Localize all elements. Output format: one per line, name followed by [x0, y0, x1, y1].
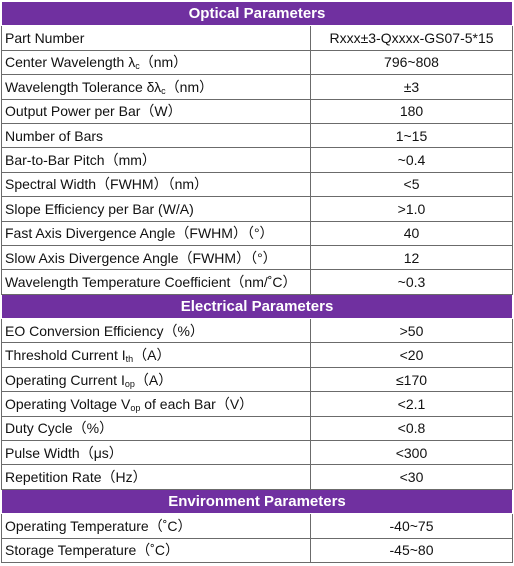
- param-label: Repetition Rate（Hz）: [1, 464, 311, 490]
- param-label: Wavelength Tolerance δλc（nm）: [1, 74, 311, 100]
- label-text: Operating Temperature（˚C）: [5, 517, 192, 534]
- label-text: of each Bar（V）: [140, 395, 254, 412]
- label-text: Spectral Width（FWHM）（nm）: [5, 176, 209, 193]
- param-value: <2.1: [310, 391, 513, 417]
- label-text: Pulse Width（μs）: [5, 444, 123, 461]
- section-title: Electrical Parameters: [1, 293, 513, 320]
- param-row: Pulse Width（μs） <300: [1, 440, 513, 466]
- label-subscript: c: [161, 85, 166, 96]
- label-text: EO Conversion Efficiency（%）: [5, 322, 204, 339]
- section-header-row: Optical Parameters: [1, 0, 513, 27]
- param-row: Fast Axis Divergence Angle（FWHM）（°） 40: [1, 220, 513, 246]
- param-value: ≤170: [310, 366, 513, 393]
- param-label: EO Conversion Efficiency（%）: [1, 318, 311, 344]
- param-label: Operating Voltage Vop of each Bar（V）: [1, 391, 311, 417]
- param-row: Operating Voltage Vop of each Bar（V） <2.1: [1, 391, 513, 417]
- param-row: Center Wavelength λc（nm） 796~808: [1, 49, 513, 76]
- label-text: Number of Bars: [5, 127, 104, 144]
- param-label: Output Power per Bar（W）: [1, 98, 311, 124]
- param-value: 796~808: [310, 49, 513, 76]
- param-row: Number of Bars 1~15: [1, 122, 513, 149]
- param-value: <20: [310, 342, 513, 368]
- label-text: Duty Cycle（%）: [5, 420, 114, 437]
- label-text: Repetition Rate（Hz）: [5, 469, 147, 486]
- param-value: 40: [310, 220, 513, 246]
- label-text: （nm）: [139, 54, 188, 71]
- param-value: 12: [310, 244, 513, 271]
- param-label: Slope Efficiency per Bar (W/A): [1, 196, 311, 222]
- param-row: Operating Current Iop（A） ≤170: [1, 366, 513, 393]
- label-text: Operating Voltage V: [5, 395, 131, 412]
- param-label: Duty Cycle（%）: [1, 415, 311, 442]
- param-row: Repetition Rate（Hz） <30: [1, 464, 513, 490]
- param-label: Threshold Current Ith（A）: [1, 342, 311, 368]
- param-label: Bar-to-Bar Pitch（mm）: [1, 147, 311, 173]
- section-title: Environment Parameters: [1, 488, 513, 515]
- param-row: Output Power per Bar（W） 180: [1, 98, 513, 124]
- label-text: Storage Temperature（˚C）: [5, 542, 180, 559]
- label-text: Threshold Current I: [5, 347, 126, 364]
- param-value: >50: [310, 318, 513, 344]
- label-text: Fast Axis Divergence Angle（FWHM）（°）: [5, 225, 274, 242]
- label-text: Wavelength Temperature Coefficient（nm/˚C…: [5, 273, 297, 290]
- param-label: Pulse Width（μs）: [1, 440, 311, 466]
- param-value: 180: [310, 98, 513, 124]
- param-value: -40~75: [310, 513, 513, 539]
- label-text: （A）: [133, 347, 171, 364]
- label-subscript: op: [124, 378, 135, 389]
- param-row: Wavelength Tolerance δλc（nm） ±3: [1, 74, 513, 100]
- param-row: EO Conversion Efficiency（%） >50: [1, 318, 513, 344]
- param-label: Center Wavelength λc（nm）: [1, 49, 311, 76]
- param-label: Wavelength Temperature Coefficient（nm/˚C…: [1, 269, 311, 295]
- param-row: Part Number Rxxx±3-Qxxxx-GS07-5*15: [1, 25, 513, 51]
- label-text: Slope Efficiency per Bar (W/A): [5, 200, 194, 217]
- param-label: Part Number: [1, 25, 311, 51]
- param-value: -45~80: [310, 537, 513, 563]
- label-text: Slow Axis Divergence Angle（FWHM）（°）: [5, 249, 277, 266]
- param-label: Spectral Width（FWHM）（nm）: [1, 171, 311, 198]
- param-value: <0.8: [310, 415, 513, 442]
- param-label: Operating Current Iop（A）: [1, 366, 311, 393]
- label-text: Part Number: [5, 30, 85, 47]
- param-value: <30: [310, 464, 513, 490]
- param-row: Slow Axis Divergence Angle（FWHM）（°） 12: [1, 244, 513, 271]
- param-value: Rxxx±3-Qxxxx-GS07-5*15: [310, 25, 513, 51]
- param-row: Slope Efficiency per Bar (W/A) >1.0: [1, 196, 513, 222]
- param-label: Slow Axis Divergence Angle（FWHM）（°）: [1, 244, 311, 271]
- param-value: <5: [310, 171, 513, 198]
- label-text: （A）: [134, 371, 173, 388]
- param-row: Operating Temperature（˚C） -40~75: [1, 513, 513, 539]
- label-text: Operating Current I: [5, 371, 125, 388]
- section-title: Optical Parameters: [1, 0, 513, 27]
- label-text: Wavelength Tolerance δλ: [5, 78, 162, 95]
- label-subscript: c: [135, 61, 140, 72]
- param-row: Duty Cycle（%） <0.8: [1, 415, 513, 442]
- param-label: Number of Bars: [1, 122, 311, 149]
- param-row: Spectral Width（FWHM）（nm） <5: [1, 171, 513, 198]
- param-value: <300: [310, 440, 513, 466]
- param-row: Wavelength Temperature Coefficient（nm/˚C…: [1, 269, 513, 295]
- param-row: Bar-to-Bar Pitch（mm） ~0.4: [1, 147, 513, 173]
- param-label: Operating Temperature（˚C）: [1, 513, 311, 539]
- label-text: Bar-to-Bar Pitch（mm）: [5, 152, 156, 169]
- param-value: ~0.3: [310, 269, 513, 295]
- param-row: Threshold Current Ith（A） <20: [1, 342, 513, 368]
- param-row: Storage Temperature（˚C） -45~80: [1, 537, 513, 563]
- label-text: Center Wavelength λ: [5, 54, 136, 71]
- label-text: Output Power per Bar（W）: [5, 103, 182, 120]
- param-value: >1.0: [310, 196, 513, 222]
- label-subscript: th: [125, 354, 134, 365]
- label-subscript: op: [130, 402, 141, 413]
- section-header-row: Electrical Parameters: [1, 293, 513, 320]
- param-label: Storage Temperature（˚C）: [1, 537, 311, 563]
- param-value: ~0.4: [310, 147, 513, 173]
- section-header-row: Environment Parameters: [1, 488, 513, 515]
- param-label: Fast Axis Divergence Angle（FWHM）（°）: [1, 220, 311, 246]
- param-value: ±3: [310, 74, 513, 100]
- label-text: （nm）: [165, 78, 214, 95]
- param-value: 1~15: [310, 122, 513, 149]
